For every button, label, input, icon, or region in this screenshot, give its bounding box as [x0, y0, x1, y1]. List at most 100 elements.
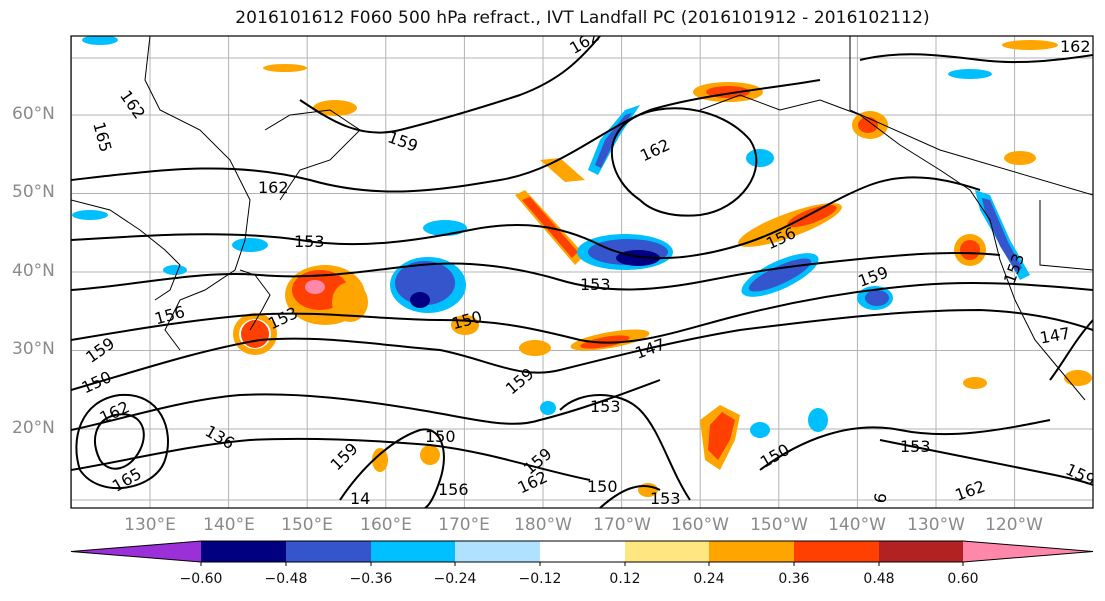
- colorbar-tick-label: 0.36: [778, 571, 810, 587]
- japan-coastline: [239, 269, 271, 331]
- contour-line: [1049, 319, 1093, 381]
- colorbar-tick-label: 0.12: [609, 571, 641, 587]
- positive-anomaly-patch: [332, 282, 368, 322]
- colorbar-tick-label: 0.48: [863, 571, 895, 587]
- contour-line: [71, 176, 981, 260]
- lon-label: 170°E: [438, 515, 490, 535]
- colorbar: [70, 540, 1094, 566]
- negative-anomaly-patch: [808, 408, 828, 432]
- positive-anomaly-patch: [858, 117, 878, 133]
- lat-label-60: 60°N: [12, 104, 55, 124]
- colorbar-segment: [286, 541, 371, 562]
- colorbar-segment: [794, 541, 879, 562]
- asia-mainland-coastline: [71, 199, 181, 301]
- lat-label-20: 20°N: [12, 418, 55, 438]
- colorbar-segment: [879, 541, 963, 562]
- map-title: 2016101612 F060 500 hPa refract., IVT La…: [235, 8, 930, 28]
- colorbar-segment: [540, 541, 625, 562]
- contour-line: [299, 36, 601, 134]
- colorbar-extension-high: [963, 541, 1093, 562]
- positive-anomaly-patch: [313, 100, 357, 116]
- negative-anomaly-patch: [982, 198, 1022, 272]
- lat-label-50: 50°N: [12, 182, 55, 202]
- positive-anomaly-patch: [305, 280, 325, 294]
- contour-label: 150: [425, 427, 456, 446]
- canada-border: [849, 36, 1093, 196]
- positive-anomaly-patch: [372, 448, 388, 472]
- map-frame: [70, 35, 1094, 509]
- negative-anomaly-patch: [410, 292, 430, 308]
- lon-label: 140°W: [828, 515, 886, 535]
- contour-label: 6: [870, 491, 890, 504]
- colorbar-segment: [201, 541, 286, 562]
- positive-anomaly-patch: [787, 204, 837, 228]
- height-contours: [71, 36, 1093, 508]
- negative-anomaly-patch: [163, 265, 187, 275]
- positive-anomaly-patch: [233, 313, 277, 355]
- positive-anomaly-patch: [960, 240, 980, 260]
- colorbar-segment: [455, 541, 540, 562]
- lon-label: 120°W: [985, 515, 1043, 535]
- contour-line: [71, 251, 1001, 291]
- positive-anomaly-patch: [963, 377, 987, 389]
- lon-label: 160°E: [360, 515, 412, 535]
- contour-line: [611, 107, 758, 217]
- colorbar-tick-label: −0.48: [264, 571, 308, 587]
- contour-line: [75, 393, 169, 490]
- negative-anomaly-patch: [395, 261, 455, 305]
- lon-label: 130°E: [124, 515, 176, 535]
- negative-anomaly-patch: [232, 238, 268, 252]
- contour-label: 162: [258, 178, 289, 197]
- negative-anomaly-patch: [865, 290, 889, 306]
- negative-anomaly-patch: [746, 149, 774, 167]
- colorbar-tick-label: 0.24: [693, 571, 725, 587]
- negative-anomaly-patch: [948, 69, 992, 79]
- colorbar-segment: [709, 541, 794, 562]
- contour-line: [759, 419, 1051, 471]
- lon-label: 130°W: [907, 515, 965, 535]
- lat-label-40: 40°N: [12, 261, 55, 281]
- lon-label: 180°W: [514, 515, 572, 535]
- contour-line: [859, 53, 1093, 64]
- lon-label: 150°W: [750, 515, 808, 535]
- positive-anomaly-patch: [241, 320, 269, 348]
- contour-label: 153: [650, 489, 681, 508]
- contour-line: [94, 413, 145, 470]
- lon-label: 170°W: [593, 515, 651, 535]
- us-state-border: [1039, 200, 1093, 271]
- positive-anomaly-patch: [708, 412, 735, 460]
- lon-label: 160°W: [671, 515, 729, 535]
- contour-label: 153: [590, 397, 621, 416]
- contour-label: 14: [350, 489, 370, 508]
- colorbar-extension-low: [71, 541, 201, 562]
- negative-anomaly-patch: [540, 401, 556, 415]
- positive-anomaly-patch: [420, 445, 440, 465]
- contour-label: 162: [1060, 37, 1091, 56]
- contour-line: [599, 485, 661, 508]
- colorbar-tick-label: −0.24: [433, 571, 477, 587]
- north-america-coastline: [699, 94, 1086, 401]
- contour-line: [71, 281, 1093, 344]
- contour-label: 153: [294, 232, 325, 251]
- asia-coastline: [144, 36, 251, 351]
- negative-anomaly-patch: [82, 36, 118, 45]
- contour-line: [71, 308, 1093, 391]
- lat-label-30: 30°N: [12, 339, 55, 359]
- negative-anomaly-patch: [72, 210, 108, 220]
- colorbar-segment: [625, 541, 709, 562]
- colorbar-tick-label: −0.12: [518, 571, 562, 587]
- contour-line: [339, 428, 445, 508]
- positive-anomaly-patch: [263, 64, 307, 72]
- positive-anomaly-patch: [1004, 151, 1036, 165]
- contour-line: [879, 439, 1093, 486]
- negative-anomaly-patch: [750, 422, 770, 438]
- contour-line: [71, 437, 591, 481]
- positive-anomaly-patch: [1064, 370, 1092, 386]
- contour-line: [559, 394, 691, 501]
- lon-label: 150°E: [281, 515, 333, 535]
- colorbar-segment: [371, 541, 455, 562]
- colorbar-tick-label: 0.60: [947, 571, 979, 587]
- negative-anomaly-patch: [423, 220, 467, 236]
- lon-label: 140°E: [203, 515, 255, 535]
